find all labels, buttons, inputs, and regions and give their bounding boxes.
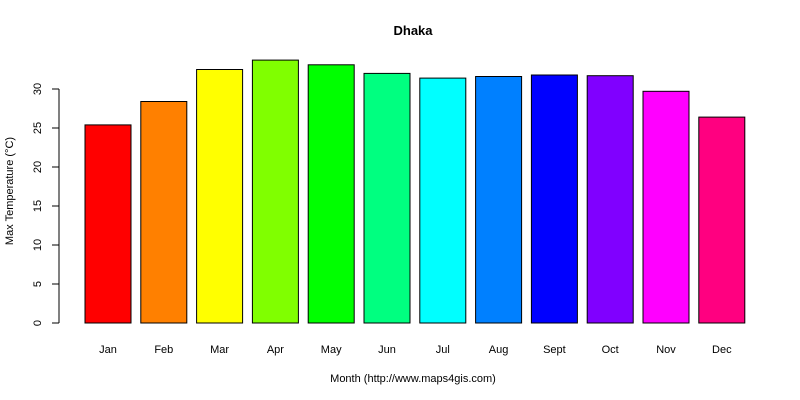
x-tick-label: Jun [378,344,396,356]
y-tick-label: 20 [32,161,44,173]
x-axis-ticks: Jan Feb Mar Apr May Jun Jul Aug Sept Oct Nov Dec [99,344,732,356]
bar-feb [140,101,188,324]
x-tick-label: Apr [267,344,284,356]
x-tick-label: Oct [602,344,619,356]
y-tick-label: 10 [32,239,44,251]
bar-nov [642,90,690,324]
bar-apr [251,59,299,324]
chart-title: Dhaka [393,23,433,38]
bar-sept [530,74,578,324]
x-tick-label: Feb [154,344,173,356]
y-tick-label: 25 [32,122,44,134]
bar-aug [475,76,523,324]
bar-jan [84,124,132,324]
bar-jul [419,77,467,324]
bar-jun [363,72,411,324]
y-tick-label: 5 [32,281,44,287]
x-axis-label: Month (http://www.maps4gis.com) [330,373,496,385]
x-tick-label: Sept [543,344,566,356]
bar-oct [586,75,634,324]
x-tick-label: Dec [712,344,732,356]
y-tick-label: 0 [32,320,44,326]
x-tick-label: Jul [436,344,450,356]
y-axis-label: Max Temperature (°C) [4,137,16,245]
y-tick-label: 15 [32,200,44,212]
x-tick-label: May [321,344,342,356]
bar-mar [196,69,244,324]
bar-dec [698,116,746,324]
y-axis: 0 5 10 15 20 25 30 [32,83,60,326]
y-tick-label: 30 [32,83,44,95]
x-tick-label: Aug [489,344,509,356]
x-tick-label: Nov [656,344,676,356]
bars-group [84,59,746,324]
x-tick-label: Jan [99,344,117,356]
bar-may [307,64,355,324]
x-tick-label: Mar [210,344,229,356]
